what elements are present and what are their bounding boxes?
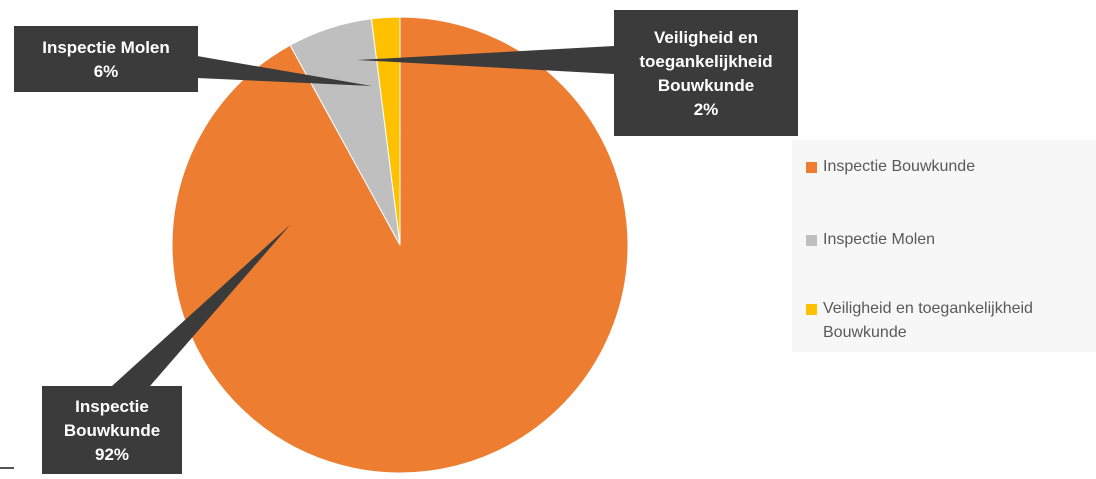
callout-label: 2%	[694, 100, 719, 119]
legend-label: Veiligheid en toegankelijkheid Bouwkunde	[823, 300, 1033, 341]
callout-box	[614, 10, 798, 136]
callout-label: Bouwkunde	[658, 76, 754, 95]
callout-label: Inspectie	[75, 397, 149, 416]
callout-box	[42, 386, 182, 474]
callout-label: 92%	[95, 445, 129, 464]
legend-item-inspectie-bouwkunde: Inspectie Bouwkunde	[806, 155, 1093, 179]
data-callouts: Inspectie Bouwkunde 92% Inspectie Molen 6% Ve…	[14, 10, 798, 474]
callout-label: toegankelijkheid	[639, 52, 772, 71]
callout-leaders	[112, 46, 614, 386]
corner-mark	[0, 467, 14, 469]
legend-swatch-gray	[806, 235, 817, 246]
callout-box	[14, 26, 198, 92]
legend-swatch-yellow	[806, 304, 817, 315]
callout-leader	[357, 46, 614, 74]
callout-label: Veiligheid en	[654, 28, 758, 47]
legend	[792, 140, 1096, 352]
legend-item-veiligheid: Veiligheid en toegankelijkheid Bouwkunde	[806, 297, 1093, 345]
legend-label: Inspectie Bouwkunde	[823, 158, 976, 175]
callout-label: 6%	[94, 62, 119, 81]
callout-label: Inspectie Molen	[42, 38, 170, 57]
callout-leader	[112, 225, 290, 386]
pie-slice-veiligheid-en-toegankelijkheid-bouwkunde	[370, 16, 401, 246]
legend-item-inspectie-molen: Inspectie Molen	[806, 228, 1093, 252]
callout-label: Bouwkunde	[64, 421, 160, 440]
callout-leader	[197, 56, 372, 86]
pie-slices	[171, 16, 629, 474]
legend-label: Inspectie Molen	[823, 231, 936, 248]
legend-swatch-orange	[806, 162, 817, 173]
